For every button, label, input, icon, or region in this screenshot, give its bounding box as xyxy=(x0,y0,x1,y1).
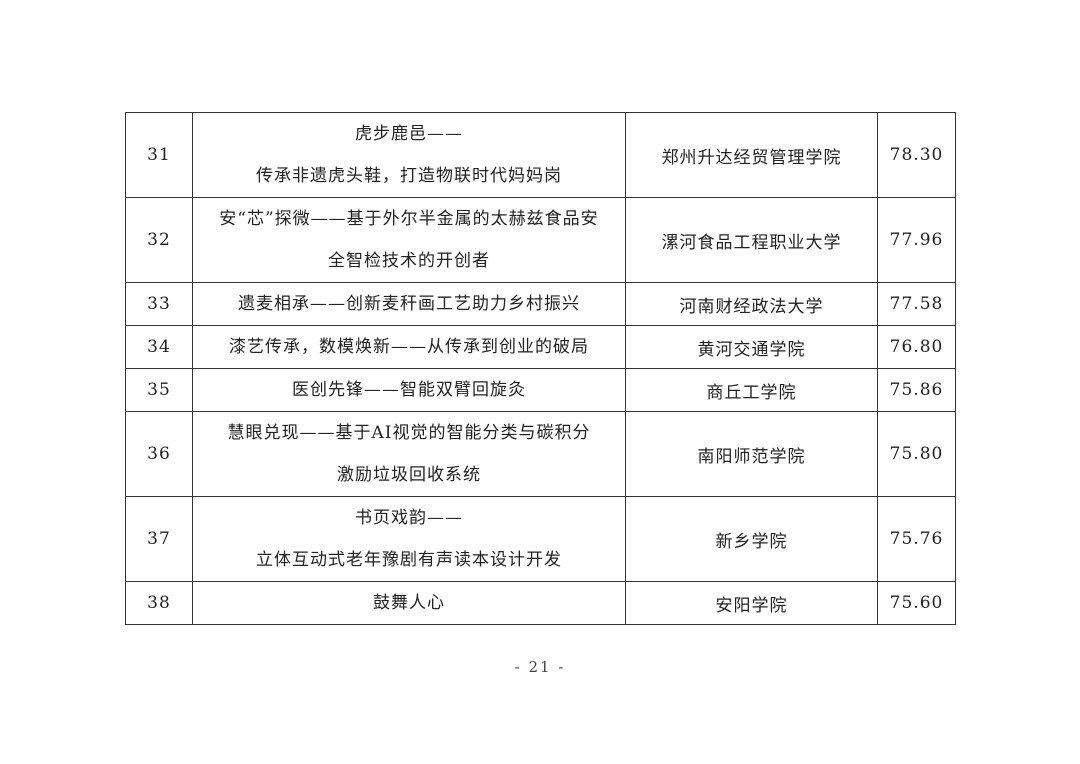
table-row: 31 虎步鹿邑—— 传承非遗虎头鞋，打造物联时代妈妈岗 郑州升达经贸管理学院 78.30 xyxy=(125,112,956,198)
project-line: 虎步鹿邑—— xyxy=(355,124,463,144)
project-line: 鼓舞人心 xyxy=(373,593,445,613)
rank-cell: 37 xyxy=(125,496,193,582)
score-cell: 75.86 xyxy=(877,368,956,412)
project-cell: 虎步鹿邑—— 传承非遗虎头鞋，打造物联时代妈妈岗 xyxy=(192,112,626,198)
project-line: 遗麦相承——创新麦秆画工艺助力乡村振兴 xyxy=(238,294,580,314)
project-cell: 漆艺传承，数模焕新——从传承到创业的破局 xyxy=(192,325,626,369)
project-line: 立体互动式老年豫剧有声读本设计开发 xyxy=(256,550,562,570)
rank-cell: 36 xyxy=(125,411,193,497)
project-cell: 遗麦相承——创新麦秆画工艺助力乡村振兴 xyxy=(192,282,626,326)
project-line: 医创先锋——智能双臂回旋灸 xyxy=(292,380,526,400)
score-cell: 77.58 xyxy=(877,282,956,326)
school-cell: 郑州升达经贸管理学院 xyxy=(625,112,878,198)
school-cell: 商丘工学院 xyxy=(625,368,878,412)
score-cell: 75.80 xyxy=(877,411,956,497)
rank-cell: 34 xyxy=(125,325,193,369)
school-cell: 河南财经政法大学 xyxy=(625,282,878,326)
project-line: 慧眼兑现——基于AI视觉的智能分类与碳积分 xyxy=(227,423,591,443)
school-cell: 安阳学院 xyxy=(625,581,878,625)
project-cell: 医创先锋——智能双臂回旋灸 xyxy=(192,368,626,412)
page-number: - 21 - xyxy=(514,658,566,676)
project-cell: 慧眼兑现——基于AI视觉的智能分类与碳积分 激励垃圾回收系统 xyxy=(192,411,626,497)
project-cell: 安“芯”探微——基于外尔半金属的太赫兹食品安 全智检技术的开创者 xyxy=(192,197,626,283)
table-row: 37 书页戏韵—— 立体互动式老年豫剧有声读本设计开发 新乡学院 75.76 xyxy=(125,496,956,582)
score-cell: 75.60 xyxy=(877,581,956,625)
project-line: 全智检技术的开创者 xyxy=(328,251,490,271)
rank-cell: 32 xyxy=(125,197,193,283)
score-cell: 77.96 xyxy=(877,197,956,283)
ranking-table: 31 虎步鹿邑—— 传承非遗虎头鞋，打造物联时代妈妈岗 郑州升达经贸管理学院 78.30… xyxy=(125,112,956,625)
rank-cell: 35 xyxy=(125,368,193,412)
project-line: 漆艺传承，数模焕新——从传承到创业的破局 xyxy=(229,337,589,357)
score-cell: 76.80 xyxy=(877,325,956,369)
table-row: 35 医创先锋——智能双臂回旋灸 商丘工学院 75.86 xyxy=(125,368,956,412)
project-cell: 书页戏韵—— 立体互动式老年豫剧有声读本设计开发 xyxy=(192,496,626,582)
rank-cell: 38 xyxy=(125,581,193,625)
project-line: 传承非遗虎头鞋，打造物联时代妈妈岗 xyxy=(256,166,562,186)
rank-cell: 33 xyxy=(125,282,193,326)
score-cell: 75.76 xyxy=(877,496,956,582)
score-cell: 78.30 xyxy=(877,112,956,198)
table-row: 36 慧眼兑现——基于AI视觉的智能分类与碳积分 激励垃圾回收系统 南阳师范学院 75.… xyxy=(125,411,956,497)
project-cell: 鼓舞人心 xyxy=(192,581,626,625)
table-row: 38 鼓舞人心 安阳学院 75.60 xyxy=(125,581,956,625)
rank-cell: 31 xyxy=(125,112,193,198)
school-cell: 漯河食品工程职业大学 xyxy=(625,197,878,283)
table-row: 32 安“芯”探微——基于外尔半金属的太赫兹食品安 全智检技术的开创者 漯河食品工程职… xyxy=(125,197,956,283)
table-row: 34 漆艺传承，数模焕新——从传承到创业的破局 黄河交通学院 76.80 xyxy=(125,325,956,369)
table-row: 33 遗麦相承——创新麦秆画工艺助力乡村振兴 河南财经政法大学 77.58 xyxy=(125,282,956,326)
school-cell: 新乡学院 xyxy=(625,496,878,582)
school-cell: 南阳师范学院 xyxy=(625,411,878,497)
school-cell: 黄河交通学院 xyxy=(625,325,878,369)
project-line: 安“芯”探微——基于外尔半金属的太赫兹食品安 xyxy=(219,209,599,229)
project-line: 激励垃圾回收系统 xyxy=(337,465,481,485)
project-line: 书页戏韵—— xyxy=(355,508,463,528)
